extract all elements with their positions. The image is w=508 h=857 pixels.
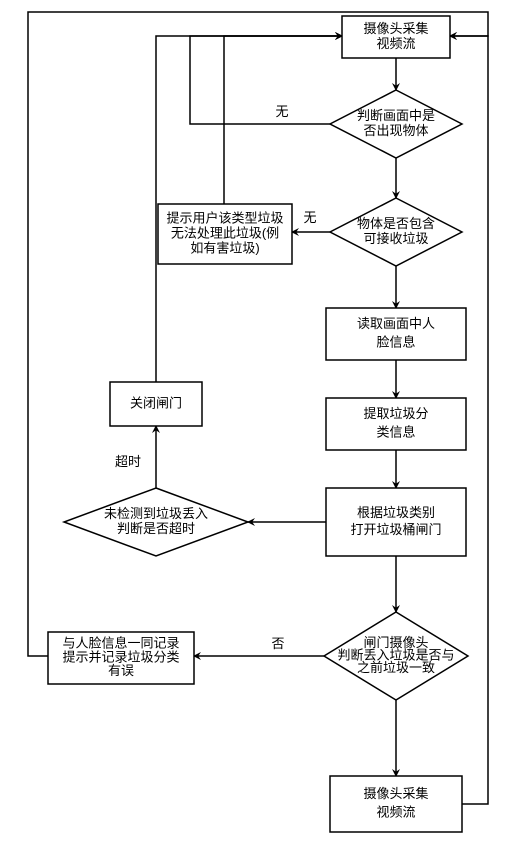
nodes: 摄像头采集视频流判断画面中是否出现物体物体是否包含可接收垃圾提示用户该类型垃圾无… [48, 16, 468, 832]
node-label: 读取画面中人 [357, 316, 435, 331]
edge [224, 36, 342, 204]
node-label: 提示并记录垃圾分类 [62, 649, 179, 664]
node-label: 关闭闸门 [130, 395, 182, 410]
node-label: 如有害垃圾) [190, 240, 259, 255]
node-label: 视频流 [376, 805, 415, 820]
node-hint: 提示用户该类型垃圾无法处理此垃圾(例如有害垃圾) [158, 204, 292, 264]
edge-label: 超时 [115, 454, 141, 469]
node-label: 与人脸信息一同记录 [62, 636, 179, 651]
node-label: 脸信息 [376, 335, 415, 350]
node-open_gate: 根据垃圾类别打开垃圾桶闸门 [326, 488, 466, 556]
node-end: 摄像头采集视频流 [330, 776, 462, 832]
node-label: 否出现物体 [363, 123, 428, 138]
node-label: 物体是否包含 [357, 216, 435, 231]
node-label: 摄像头采集 [363, 21, 428, 36]
node-label: 未检测到垃圾丢入 [104, 506, 208, 521]
node-d_accept: 物体是否包含可接收垃圾 [330, 198, 462, 266]
node-label: 摄像头采集 [363, 786, 428, 801]
edge [190, 36, 342, 124]
edge-label: 否 [271, 636, 284, 651]
node-read_face: 读取画面中人脸信息 [326, 308, 466, 360]
node-label: 判断画面中是 [357, 108, 435, 123]
node-label: 视频流 [376, 36, 415, 51]
node-label: 类信息 [376, 425, 415, 440]
node-label: 根据垃圾类别 [357, 505, 435, 520]
node-d_timeout: 未检测到垃圾丢入判断是否超时 [64, 488, 248, 556]
edge-label: 无 [275, 104, 288, 119]
node-label: 判断是否超时 [117, 521, 195, 536]
node-label: 可接收垃圾 [363, 231, 428, 246]
node-label: 提取垃圾分 [363, 406, 428, 421]
node-label: 之前垃圾一致 [357, 660, 435, 675]
node-extract: 提取垃圾分类信息 [326, 398, 466, 450]
node-label: 有误 [108, 663, 134, 678]
node-start: 摄像头采集视频流 [342, 16, 450, 58]
node-record: 与人脸信息一同记录提示并记录垃圾分类有误 [48, 632, 194, 684]
node-label: 无法处理此垃圾(例 [171, 225, 279, 240]
node-d_match: 闸门摄像头判断丢入垃圾是否与之前垃圾一致 [324, 612, 468, 700]
node-close_gate: 关闭闸门 [110, 382, 202, 426]
node-d_object: 判断画面中是否出现物体 [330, 90, 462, 158]
node-label: 打开垃圾桶闸门 [350, 522, 441, 537]
node-label: 提示用户该类型垃圾 [166, 210, 283, 225]
edge-label: 无 [303, 210, 316, 225]
